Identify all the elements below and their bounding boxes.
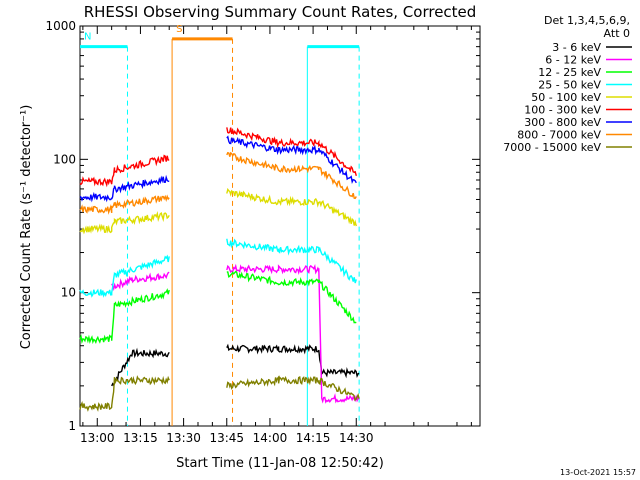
legend-label-8: 800 - 7000 keV — [517, 129, 601, 142]
series-line-4-seg1 — [79, 254, 170, 298]
series-line-4-seg2 — [226, 238, 357, 284]
x-tick-label: 14:30 — [339, 431, 374, 445]
x-tick-label: 14:00 — [253, 431, 288, 445]
x-axis-label: Start Time (11-Jan-08 12:50:42) — [176, 456, 384, 471]
legend-label-9: 7000 - 15000 keV — [503, 141, 601, 154]
series-line-3-seg2 — [226, 270, 357, 324]
y-tick-label: 100 — [53, 152, 76, 166]
series-line-9-seg2 — [226, 375, 360, 402]
legend-header-line-2: Att 0 — [604, 27, 630, 40]
legend-label-3: 12 - 25 keV — [538, 66, 601, 79]
x-tick-label: 13:15 — [123, 431, 158, 445]
series-line-2-seg2 — [226, 263, 360, 404]
legend-label-6: 100 - 300 keV — [524, 104, 601, 117]
series-line-5-seg1 — [79, 210, 170, 235]
series-line-2-seg1 — [111, 271, 170, 292]
series-line-7-seg1 — [79, 174, 170, 203]
x-tick-label: 13:45 — [209, 431, 244, 445]
interval-label: S — [176, 24, 182, 35]
x-tick-label: 14:15 — [296, 431, 331, 445]
legend-label-2: 6 - 12 keV — [545, 54, 601, 67]
series-line-3-seg1 — [79, 288, 170, 345]
series-line-8-seg2 — [226, 151, 357, 200]
series-line-5-seg2 — [226, 187, 357, 227]
legend-label-7: 300 - 800 keV — [524, 116, 601, 129]
series-line-6-seg1 — [79, 154, 170, 188]
legend-label-5: 50 - 100 keV — [531, 91, 601, 104]
plot-frame — [79, 25, 481, 427]
footer-date: 13-Oct-2021 15:57 — [560, 468, 636, 477]
y-tick-label: 1000 — [45, 19, 76, 33]
y-axis-label: Corrected Count Rate (s⁻¹ detector⁻¹) — [19, 105, 34, 350]
x-tick-label: 13:30 — [166, 431, 201, 445]
series-line-9-seg1 — [79, 375, 170, 412]
x-tick-label: 13:00 — [80, 431, 115, 445]
series-line-6-seg2 — [226, 127, 357, 176]
y-tick-label: 10 — [61, 286, 76, 300]
interval-label: N — [84, 32, 91, 43]
legend-label-1: 3 - 6 keV — [552, 41, 601, 54]
y-tick-label: 1 — [68, 419, 76, 433]
series-line-8-seg1 — [79, 194, 170, 215]
series-line-1-seg1 — [111, 347, 170, 387]
chart-title: RHESSI Observing Summary Count Rates, Co… — [84, 3, 477, 21]
series-line-1-seg2 — [226, 343, 360, 379]
series-line-7-seg2 — [226, 135, 357, 185]
legend-header-line-1: Det 1,3,4,5,6,9, — [544, 14, 630, 27]
plot-area: 1 10 100 1000 13:00 13:15 13:30 13:45 14:00 14:15… — [45, 19, 481, 445]
legend-label-4: 25 - 50 keV — [538, 79, 601, 92]
